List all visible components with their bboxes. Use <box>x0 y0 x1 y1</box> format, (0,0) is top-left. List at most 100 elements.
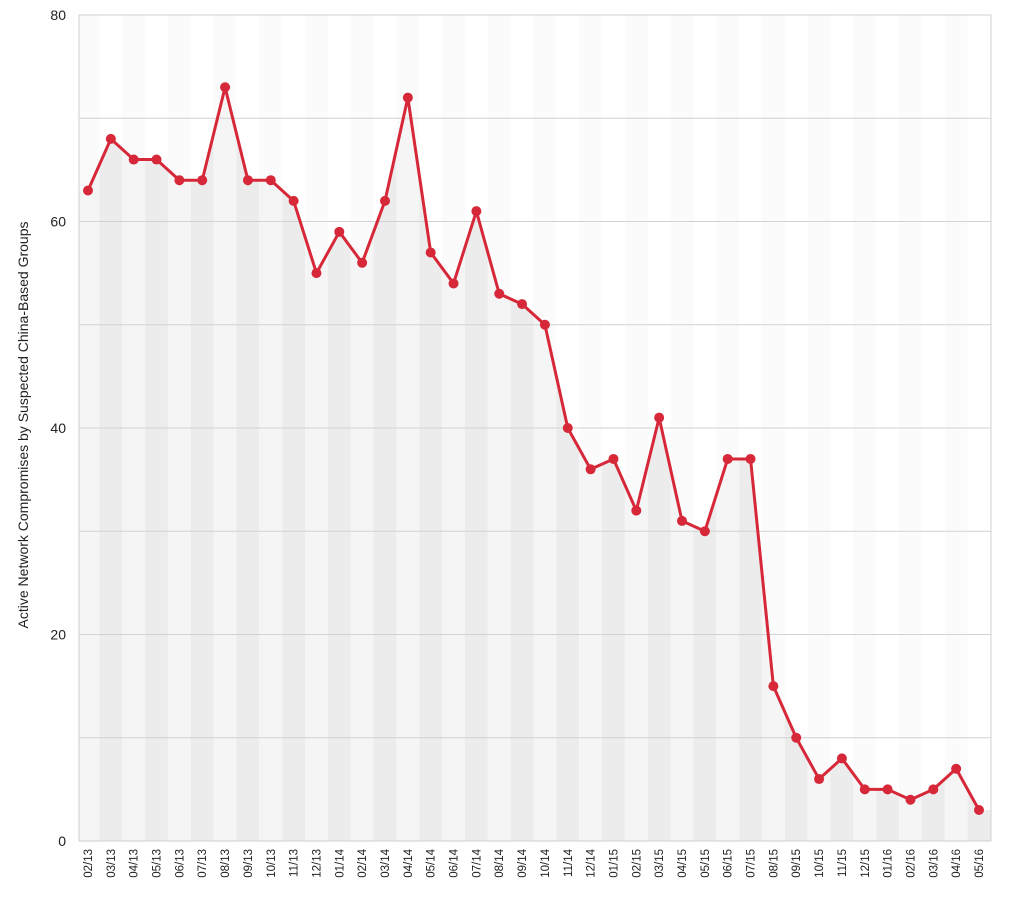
x-tick-label: 12/14 <box>586 848 598 877</box>
area-column <box>693 495 717 841</box>
x-tick-label: 05/14 <box>426 848 438 877</box>
x-tick-label: 02/13 <box>83 849 95 878</box>
data-point <box>631 505 642 516</box>
data-point <box>380 195 390 206</box>
data-point <box>745 453 756 464</box>
x-tick-label: 09/13 <box>243 849 255 878</box>
area-column <box>487 252 511 842</box>
x-tick-label: 04/15 <box>677 849 689 878</box>
data-point <box>448 278 459 289</box>
x-tick-label: 09/15 <box>791 849 803 878</box>
x-tick-label: 05/16 <box>974 849 986 878</box>
x-tick-label: 06/13 <box>174 849 186 878</box>
data-point <box>311 268 322 279</box>
data-point <box>836 753 847 764</box>
area-column <box>327 231 351 841</box>
x-tick-label: 03/16 <box>928 849 940 878</box>
data-point <box>105 133 116 144</box>
y-axis-ticks: 0 20 40 60 80 <box>50 7 66 849</box>
area-column <box>190 133 214 842</box>
x-tick-label: 10/14 <box>540 848 552 877</box>
x-tick-label: 01/14 <box>334 848 346 877</box>
area-column <box>442 247 465 841</box>
axes <box>78 15 992 842</box>
x-tick-label: 02/16 <box>905 849 917 878</box>
x-tick-label: 03/14 <box>380 848 392 877</box>
x-tick-label: 04/13 <box>129 849 141 878</box>
area-column <box>739 458 762 841</box>
area-column <box>647 417 671 841</box>
area-fill <box>79 87 991 842</box>
x-tick-label: 11/15 <box>837 849 849 877</box>
area-column <box>145 159 168 842</box>
data-point <box>197 175 208 186</box>
data-points <box>83 82 984 816</box>
x-tick-label: 08/14 <box>494 848 506 877</box>
x-tick-label: 11/13 <box>289 849 301 877</box>
area-column <box>99 138 123 841</box>
area-column <box>396 97 420 842</box>
area-column <box>464 211 488 841</box>
x-tick-label: 02/15 <box>631 849 643 878</box>
data-point <box>425 247 436 258</box>
area-column <box>419 175 443 842</box>
data-point <box>494 288 505 299</box>
x-tick-label: 02/14 <box>357 848 369 877</box>
data-point <box>402 92 413 103</box>
area-column <box>579 448 603 841</box>
x-tick-label: 09/14 <box>517 848 529 877</box>
x-tick-label: 08/13 <box>220 849 232 878</box>
area-column <box>556 376 580 841</box>
x-tick-label: 04/16 <box>951 849 963 878</box>
x-tick-label: 10/13 <box>266 849 278 878</box>
x-axis-ticks: 02/13 03/13 04/13 05/13 06/13 07/13 08/13 09/13… <box>83 848 986 877</box>
x-tick-label: 05/13 <box>152 849 164 878</box>
area-column <box>670 469 694 841</box>
data-point <box>677 515 687 526</box>
x-tick-label: 08/15 <box>768 849 780 878</box>
data-point <box>539 319 550 330</box>
area-column <box>350 231 374 841</box>
data-point <box>928 784 939 795</box>
x-tick-label: 03/13 <box>106 849 118 878</box>
data-point <box>288 195 299 206</box>
area-column <box>373 149 397 842</box>
series-line-path <box>86 85 981 811</box>
gridlines <box>79 14 991 739</box>
x-tick-label: 04/14 <box>403 848 415 877</box>
data-point <box>265 175 276 186</box>
data-point <box>357 257 368 268</box>
y-axis-label: Active Network Compromises by Suspected … <box>15 222 31 629</box>
data-point <box>242 175 253 186</box>
data-point <box>220 82 231 93</box>
area-column <box>167 169 191 841</box>
x-tick-label: 06/15 <box>723 849 735 878</box>
x-tick-label: 05/15 <box>700 849 712 878</box>
data-point <box>334 226 345 237</box>
x-tick-label: 07/14 <box>471 848 483 877</box>
area-column <box>716 458 740 841</box>
x-tick-label: 07/15 <box>746 849 758 878</box>
data-point <box>151 154 162 165</box>
x-tick-label: 10/15 <box>814 849 826 878</box>
data-point <box>562 423 573 433</box>
data-point <box>699 526 710 537</box>
data-point <box>517 299 528 310</box>
area-column <box>784 711 808 841</box>
area-column <box>282 190 306 841</box>
data-point <box>722 453 733 464</box>
x-tick-label: 06/14 <box>449 848 461 877</box>
x-tick-label: 07/13 <box>197 849 209 878</box>
x-tick-label: 12/13 <box>311 849 323 878</box>
data-point <box>608 453 619 464</box>
y-tick-label: 0 <box>58 833 66 849</box>
data-point <box>859 784 870 795</box>
data-point <box>791 732 802 743</box>
data-point <box>83 185 93 196</box>
x-tick-label: 12/15 <box>860 849 872 878</box>
area-column <box>259 180 283 841</box>
area-column <box>213 87 237 841</box>
area-column <box>899 794 922 841</box>
